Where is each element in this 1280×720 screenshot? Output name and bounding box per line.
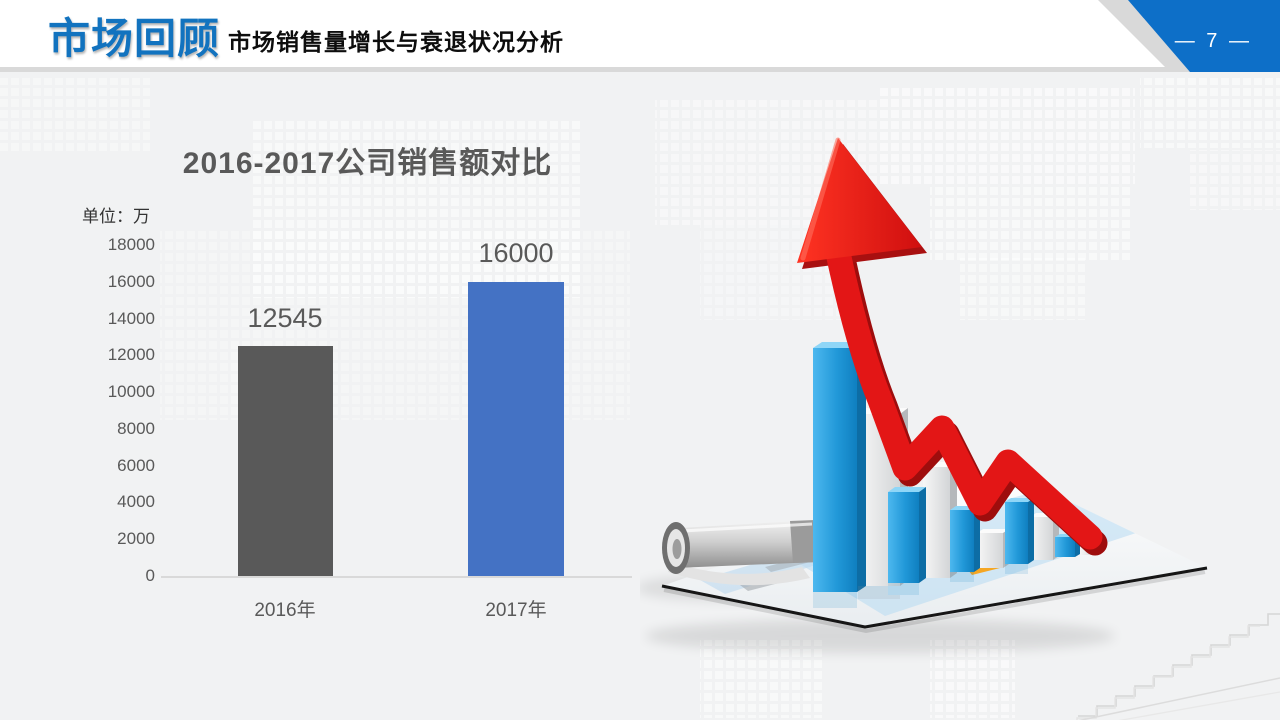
header-bar	[0, 0, 1280, 67]
y-tick-label: 4000	[117, 492, 155, 511]
y-axis-unit-label: 单位：万	[82, 207, 150, 226]
growth-chart-3d-illustration	[640, 137, 1280, 720]
y-tick-label: 0	[145, 566, 155, 585]
section-subtitle: 市场销售量增长与衰退状况分析	[228, 29, 565, 55]
rolled-paper-icon	[662, 520, 818, 586]
header-divider	[0, 67, 1280, 72]
y-tick-label: 2000	[117, 529, 155, 548]
y-tick-label: 12000	[107, 345, 155, 364]
bar-2016	[238, 346, 333, 576]
y-tick-label: 18000	[107, 235, 155, 254]
page-number: — 7 —	[1174, 30, 1252, 52]
data-label-2016: 12545	[247, 303, 323, 333]
bar-2017	[468, 282, 564, 576]
ground-shadow	[645, 619, 1115, 653]
section-title: 市场回顾	[48, 14, 221, 62]
data-label-2017: 16000	[478, 238, 554, 268]
y-tick-label: 8000	[117, 419, 155, 438]
y-tick-label: 14000	[107, 309, 155, 328]
staircase-lines	[1076, 613, 1280, 720]
y-tick-label: 16000	[107, 272, 155, 291]
x-tick-label-2017: 2017年	[485, 600, 547, 621]
trend-arrow-icon	[797, 137, 1108, 556]
chart-title: 2016-2017公司销售额对比	[182, 147, 553, 180]
y-tick-label: 6000	[117, 456, 155, 475]
y-tick-label: 10000	[107, 382, 155, 401]
x-axis-baseline	[161, 576, 632, 578]
plot-area: 12545 16000 2016年 2017年	[161, 238, 632, 621]
x-tick-label-2016: 2016年	[254, 600, 316, 621]
